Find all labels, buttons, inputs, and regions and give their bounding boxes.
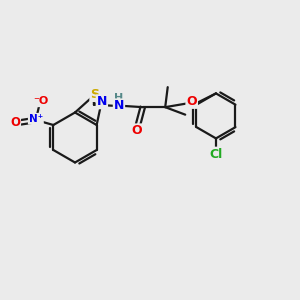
Text: O: O (131, 124, 142, 137)
Text: N: N (114, 99, 124, 112)
Text: O: O (186, 95, 197, 108)
Text: O: O (10, 116, 20, 129)
Text: S: S (90, 88, 99, 101)
Text: Cl: Cl (209, 148, 223, 161)
Text: ⁻O: ⁻O (33, 96, 49, 106)
Text: N: N (97, 95, 107, 108)
Text: H: H (114, 93, 124, 103)
Text: N⁺: N⁺ (29, 114, 43, 124)
